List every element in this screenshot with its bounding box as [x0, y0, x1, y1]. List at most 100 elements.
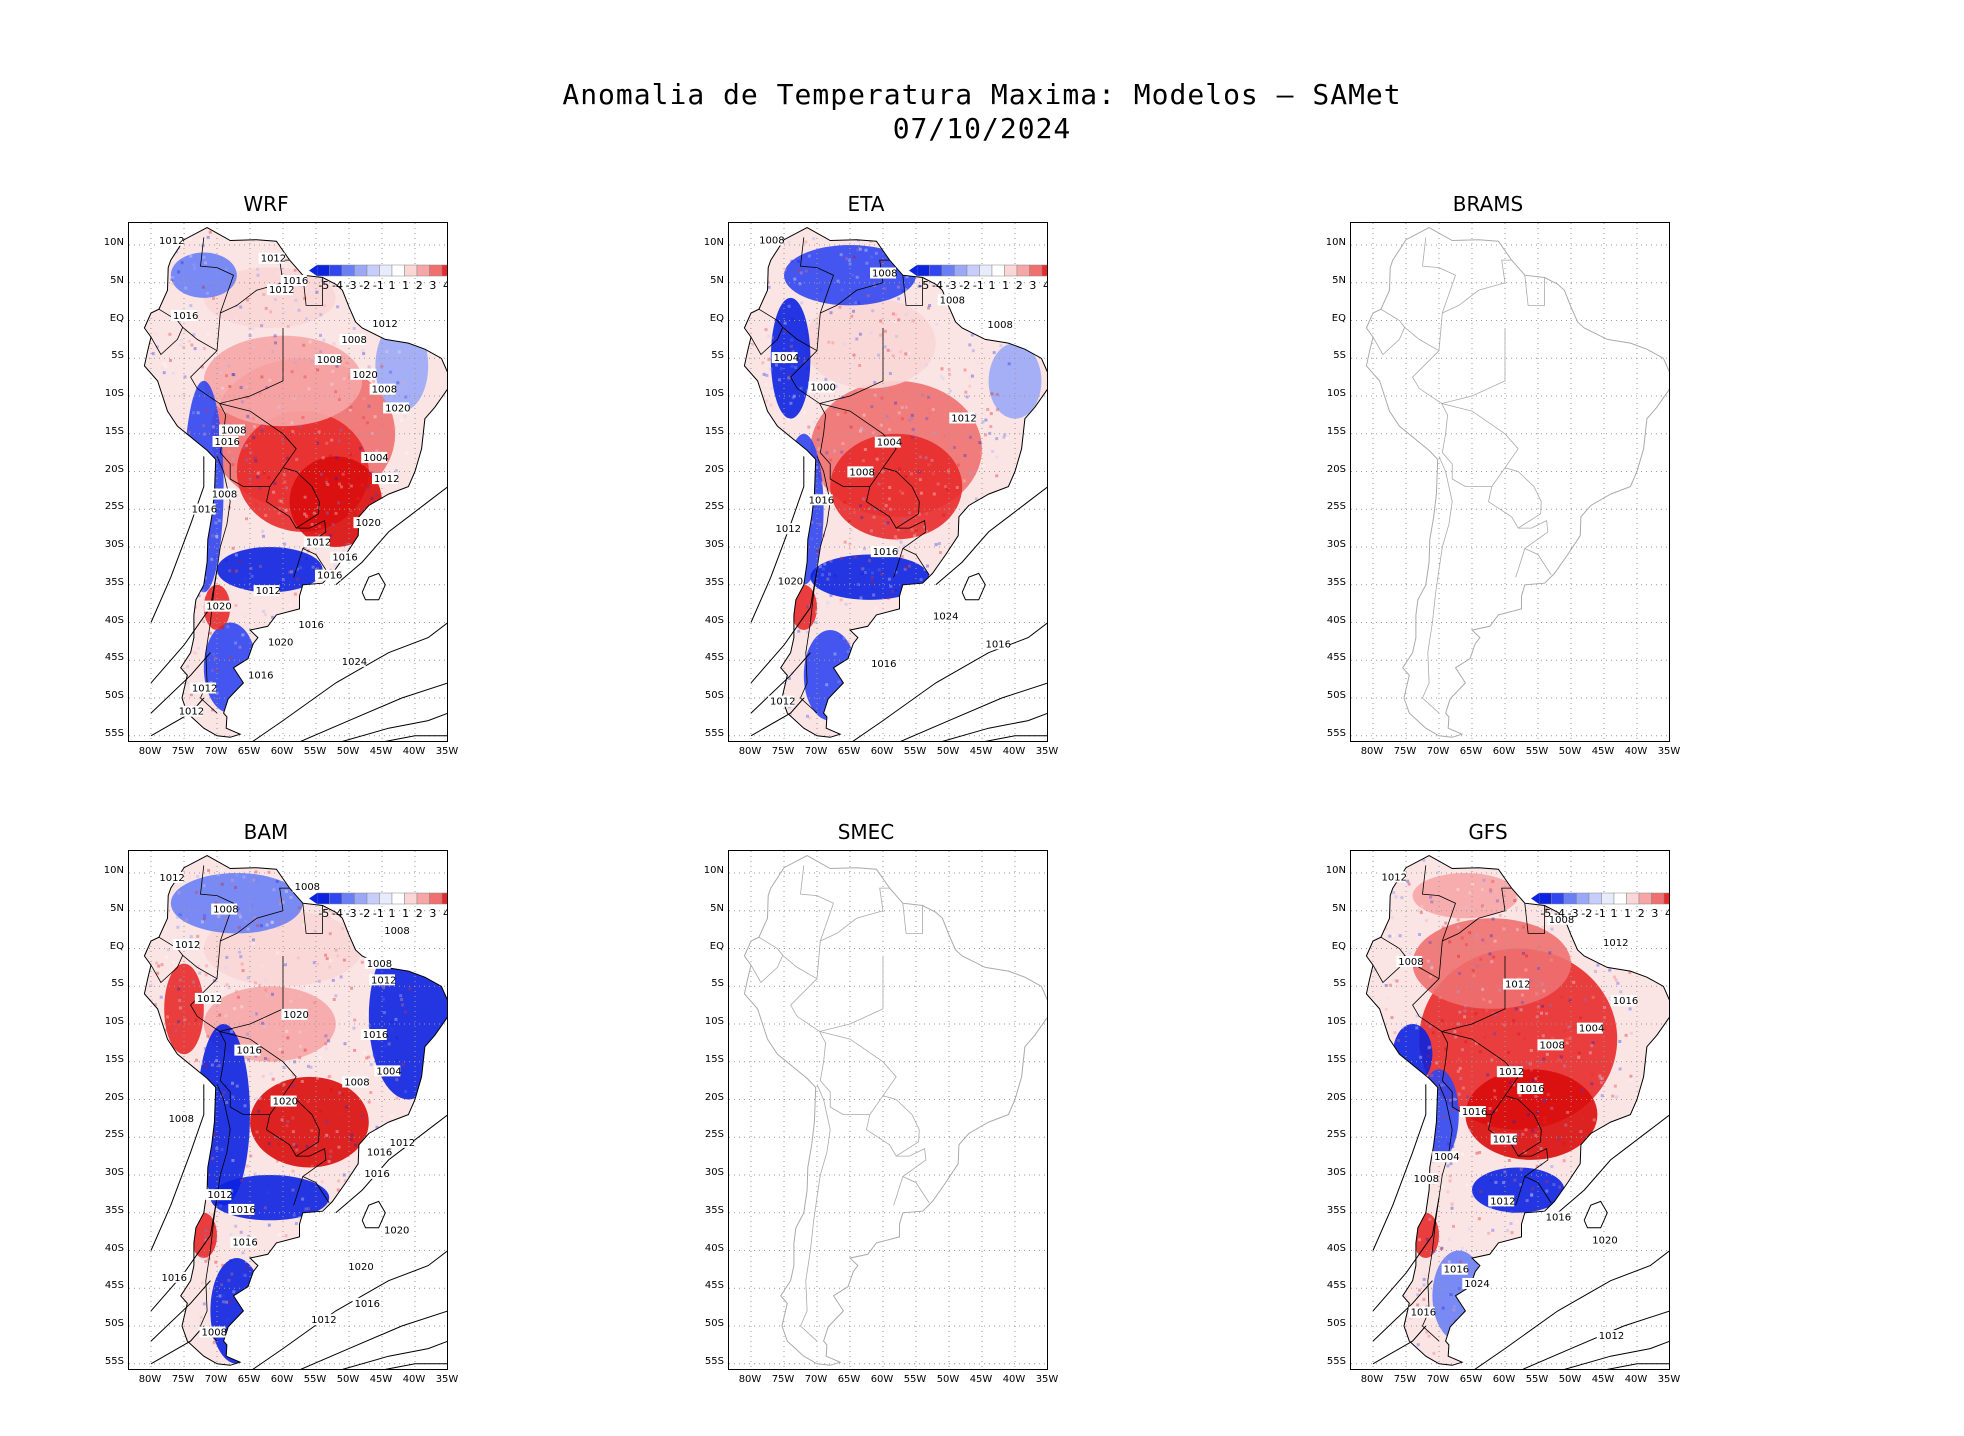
anomaly-speck	[178, 999, 182, 1002]
anomaly-speck	[956, 576, 960, 580]
anomaly-speck	[404, 633, 408, 637]
anomaly-speck	[1510, 1231, 1514, 1235]
anomaly-speck	[1457, 1022, 1460, 1026]
anomaly-speck	[298, 994, 302, 998]
anomaly-speck	[384, 254, 388, 258]
isobar-line	[335, 486, 447, 586]
anomaly-speck	[282, 723, 286, 727]
anomaly-speck	[1611, 1094, 1615, 1098]
anomaly-speck	[254, 1012, 258, 1016]
anomaly-speck	[863, 547, 866, 551]
lon-tick-label: 35W	[1657, 746, 1681, 757]
anomaly-speck	[765, 470, 769, 474]
anomaly-speck	[238, 560, 242, 564]
country-border	[1380, 308, 1440, 352]
anomaly-speck	[1565, 1037, 1569, 1041]
anomaly-speck	[177, 987, 181, 991]
anomaly-speck	[1407, 1227, 1411, 1231]
anomaly-speck	[989, 574, 993, 578]
anomaly-speck	[1454, 1035, 1458, 1039]
anomaly-speck	[275, 879, 279, 883]
anomaly-speck	[834, 384, 838, 388]
anomaly-speck	[1598, 1077, 1602, 1080]
anomaly-speck	[873, 606, 877, 610]
anomaly-speck	[194, 1018, 198, 1022]
anomaly-speck	[307, 387, 311, 391]
anomaly-speck	[824, 377, 828, 381]
anomaly-speck	[997, 701, 1001, 705]
anomaly-speck	[864, 701, 868, 705]
anomaly-field	[144, 227, 447, 738]
anomaly-speck	[189, 304, 193, 308]
anomaly-speck	[315, 290, 319, 294]
anomaly-speck	[198, 1158, 202, 1162]
anomaly-speck	[1619, 1144, 1623, 1148]
anomaly-speck	[1519, 1183, 1523, 1187]
anomaly-speck	[1432, 1249, 1436, 1253]
anomaly-speck	[329, 959, 333, 962]
anomaly-speck	[1467, 1128, 1471, 1132]
anomaly-speck	[900, 555, 904, 558]
anomaly-speck	[281, 900, 285, 904]
anomaly-speck	[974, 497, 978, 501]
anomaly-speck	[291, 1169, 295, 1173]
anomaly-speck	[199, 1315, 203, 1319]
anomaly-speck	[1614, 921, 1618, 925]
anomaly-speck	[200, 950, 204, 954]
anomaly-speck	[1506, 1301, 1510, 1305]
anomaly-speck	[1461, 1048, 1464, 1052]
anomaly-speck	[154, 340, 158, 344]
anomaly-speck	[1592, 1134, 1596, 1138]
anomaly-speck	[1517, 1032, 1521, 1036]
anomaly-speck	[376, 294, 380, 298]
anomaly-speck	[246, 927, 250, 931]
anomaly-speck	[316, 567, 319, 571]
anomaly-speck	[360, 319, 364, 322]
anomaly-speck	[216, 952, 219, 956]
anomaly-speck	[255, 1130, 259, 1134]
legend-swatch	[1041, 264, 1047, 277]
anomaly-speck	[325, 511, 329, 515]
anomaly-speck	[829, 559, 833, 563]
anomaly-speck	[241, 969, 245, 973]
anomaly-speck	[197, 1197, 201, 1200]
anomaly-speck	[799, 271, 803, 275]
isobar-label: 1020	[283, 1010, 308, 1021]
isobar-label-bg	[296, 618, 323, 630]
anomaly-speck	[933, 245, 937, 249]
color-legend: -5-4-3-2-1112345	[1531, 891, 1669, 921]
anomaly-speck	[1419, 986, 1423, 990]
anomaly-speck	[928, 707, 932, 711]
anomaly-speck	[989, 425, 993, 429]
anomaly-speck	[991, 449, 995, 453]
anomaly-speck	[284, 889, 288, 893]
anomaly-speck	[291, 1188, 295, 1192]
anomaly-speck	[1401, 1026, 1404, 1030]
anomaly-speck	[1449, 1293, 1453, 1296]
anomaly-speck	[149, 999, 153, 1003]
lon-tick-label: 65W	[1459, 746, 1483, 757]
anomaly-speck	[1456, 990, 1460, 994]
anomaly-speck	[295, 1148, 299, 1152]
anomaly-speck	[1387, 1117, 1391, 1120]
anomaly-speck	[1401, 1236, 1405, 1240]
anomaly-speck	[153, 1003, 157, 1007]
anomaly-speck	[856, 248, 860, 252]
anomaly-speck	[784, 633, 788, 637]
isobar-line	[1606, 1363, 1669, 1369]
lon-tick-label: 65W	[837, 746, 861, 757]
legend-tick-label: 1	[388, 279, 396, 292]
anomaly-speck	[395, 705, 399, 709]
lon-tick-label: 65W	[837, 1374, 861, 1385]
anomaly-speck	[256, 475, 260, 479]
anomaly-speck	[1515, 928, 1519, 932]
anomaly-speck	[992, 555, 996, 559]
panel-title: SMEC	[837, 820, 895, 844]
anomaly-speck	[1525, 1199, 1529, 1203]
isobar-label: 1016	[298, 620, 323, 631]
anomaly-speck	[1493, 1089, 1497, 1093]
lat-tick-label: 45S	[1326, 652, 1346, 664]
map-frame: 1012 1012 1016 1012 1016 1012 1008 1008 1020 1008…	[128, 222, 448, 742]
anomaly-speck	[1625, 950, 1629, 954]
anomaly-speck	[1522, 1339, 1526, 1343]
